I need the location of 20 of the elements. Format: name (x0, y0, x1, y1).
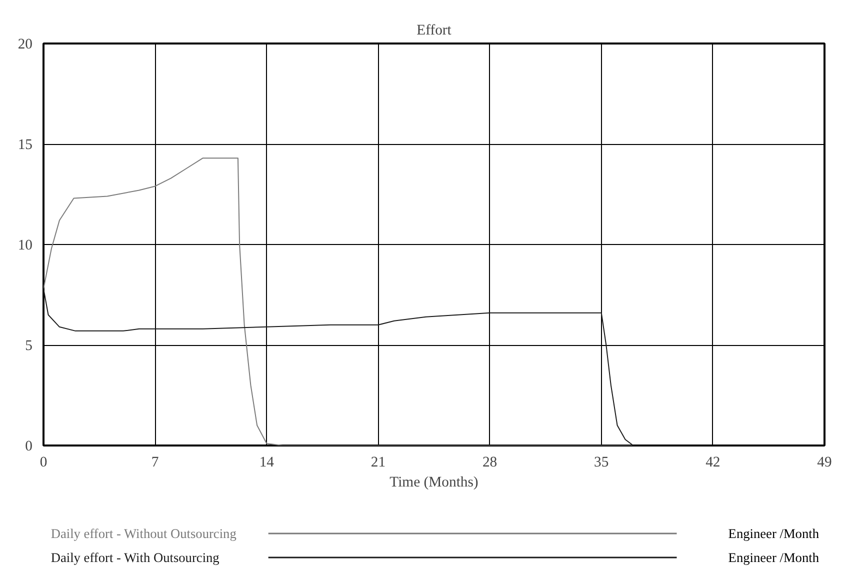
text: Daily effort - Without Outsourcing (50, 526, 237, 541)
x-axis-title: Time (Months) (390, 474, 478, 490)
y-tick-label: 5 (25, 338, 32, 354)
text: Engineer /Month (728, 550, 820, 565)
text: Daily effort - With Outsourcing (50, 550, 220, 565)
x-tick-label: 28 (482, 454, 498, 470)
chart-title: Effort (416, 22, 452, 38)
x-tick-label: 14 (259, 454, 275, 470)
x-tick-label: 42 (706, 454, 720, 470)
line-series (44, 288, 824, 446)
y-tick-label: 15 (18, 137, 32, 153)
x-tick-label: 21 (370, 454, 386, 470)
x-tick-label: 49 (817, 454, 832, 470)
x-tick-label: 0 (40, 454, 48, 470)
x-tick-label: 35 (594, 454, 609, 470)
y-tick-label: 0 (25, 438, 32, 454)
text: Engineer /Month (728, 526, 820, 541)
y-tick-label: 10 (18, 238, 32, 254)
y-tick-label: 20 (18, 36, 32, 52)
x-tick-label: 7 (151, 454, 159, 470)
